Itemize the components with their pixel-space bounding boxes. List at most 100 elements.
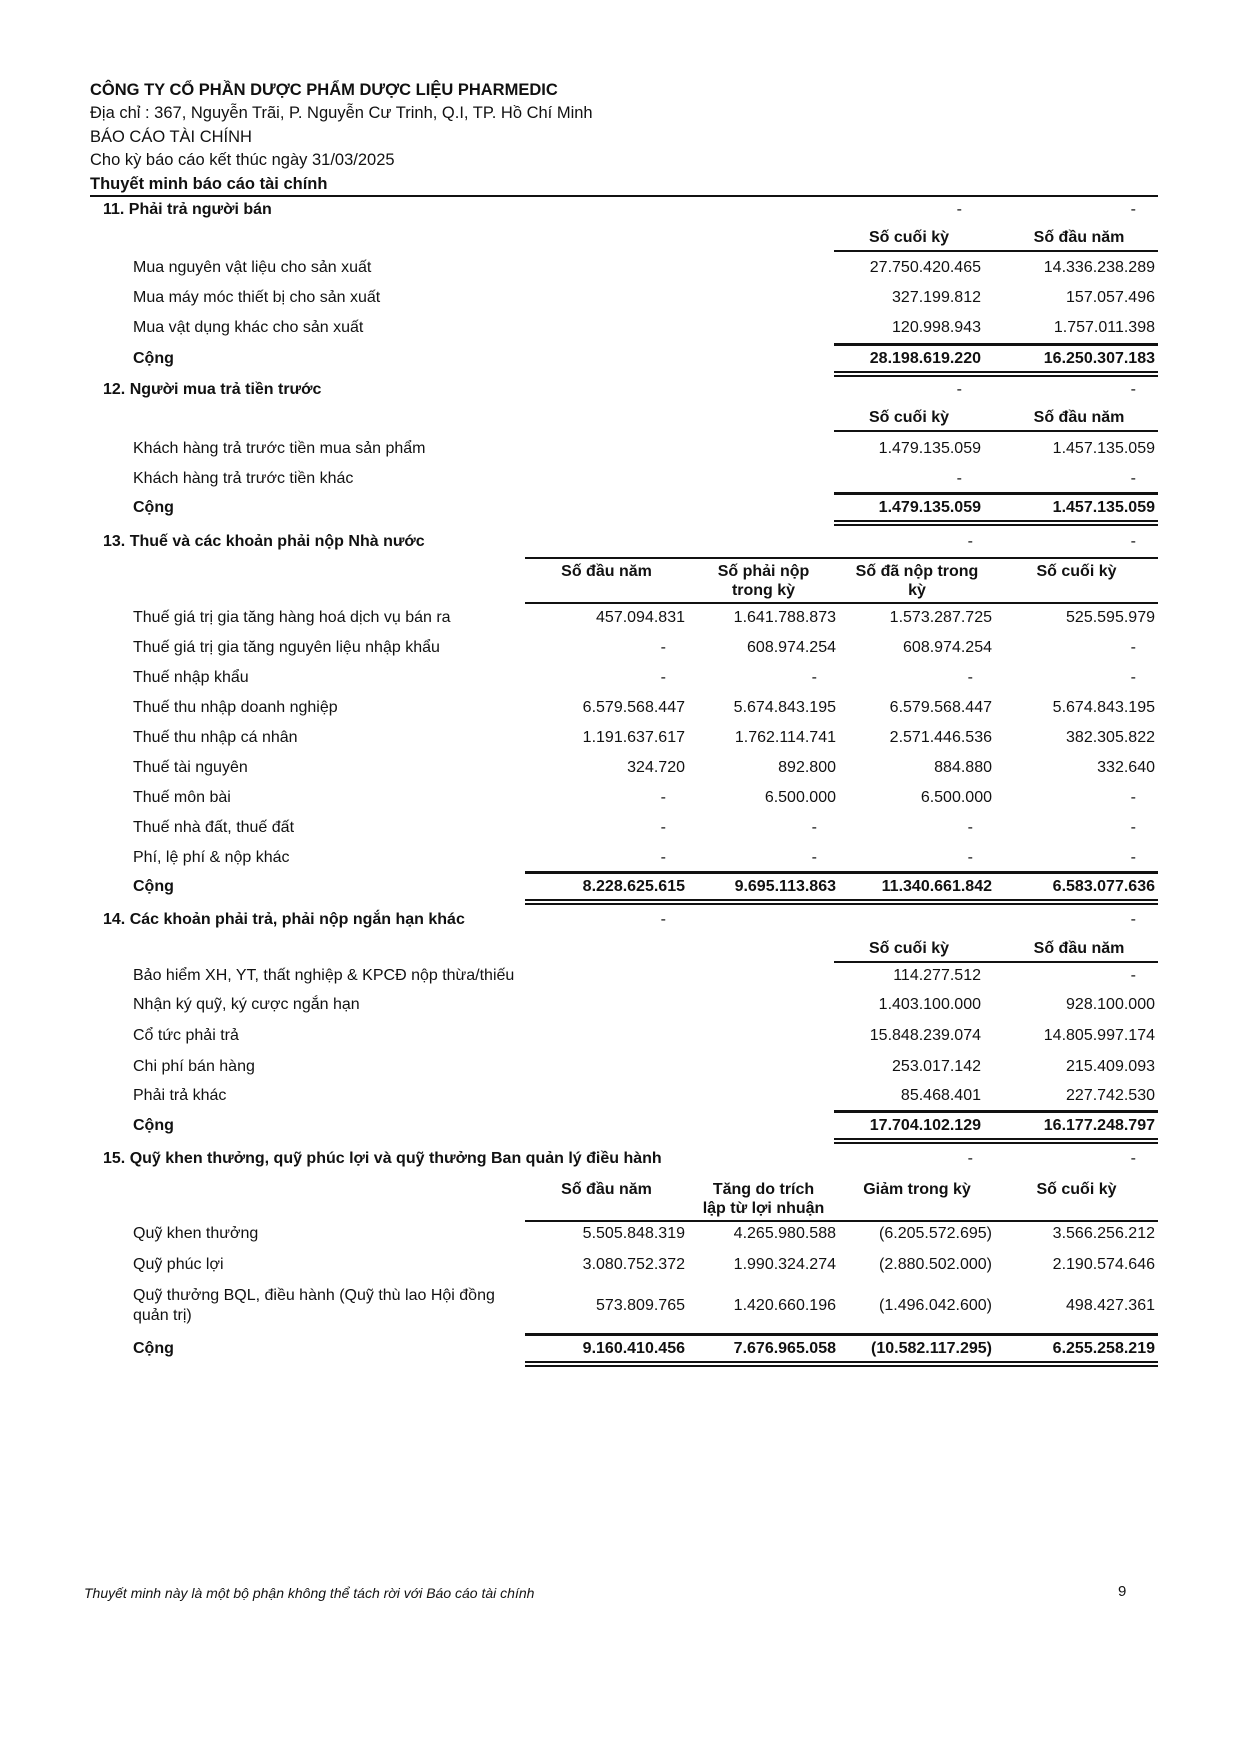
row-label: Quỹ thưởng BQL, điều hành (Quỹ thù lao H… <box>133 1287 495 1324</box>
column-header: Tăng do trích lập từ lợi nhuận <box>702 1181 825 1217</box>
total-top-rule <box>834 343 1158 346</box>
total-top-rule <box>525 871 1158 874</box>
page-number: 9 <box>1118 1583 1127 1600</box>
row-value: - <box>1130 639 1136 656</box>
row-value: 324.720 <box>627 759 685 776</box>
row-value: 1.403.100.000 <box>878 996 981 1013</box>
row-label: Bảo hiểm XH, YT, thất nghiệp & KPCĐ nộp … <box>133 967 515 984</box>
row-label: Thuế nhập khẩu <box>133 669 249 686</box>
column-header: Số phải nộp trong kỳ <box>717 563 810 599</box>
row-value: - <box>811 669 817 686</box>
heading-value: - <box>1130 1150 1136 1167</box>
row-value: - <box>967 819 973 836</box>
column-header: Số đầu năm <box>561 563 652 580</box>
total-double-rule <box>834 375 1158 377</box>
section-title: 14. Các khoản phải trả, phải nộp ngắn hạ… <box>103 911 465 928</box>
total-double-rule <box>834 520 1158 522</box>
company-name: CÔNG TY CỔ PHẦN DƯỢC PHẨM DƯỢC LIỆU PHAR… <box>90 81 558 99</box>
column-header: Số đầu năm <box>1033 940 1125 957</box>
row-label: Thuế tài nguyên <box>133 759 248 776</box>
row-value: 928.100.000 <box>1066 996 1155 1013</box>
header-underline <box>525 1220 1158 1222</box>
total-label: Cộng <box>133 1340 174 1357</box>
row-value: 6.500.000 <box>920 789 992 806</box>
row-value: 525.595.979 <box>1066 609 1155 626</box>
row-value: 1.457.135.059 <box>1052 440 1155 457</box>
notes-title: Thuyết minh báo cáo tài chính <box>90 175 328 193</box>
section-title: 11. Phải trả người bán <box>103 201 272 218</box>
total-label: Cộng <box>133 878 174 895</box>
heading-value: - <box>660 911 666 928</box>
row-value: 5.674.843.195 <box>1052 699 1155 716</box>
section-title: 15. Quỹ khen thưởng, quỹ phúc lợi và quỹ… <box>103 1150 662 1167</box>
column-header: Số đầu năm <box>1033 409 1125 426</box>
row-label: Khách hàng trả trước tiền khác <box>133 470 354 487</box>
heading-value: - <box>956 201 962 218</box>
total-double-rule <box>834 1142 1158 1144</box>
column-header: Số cuối kỳ <box>868 409 950 426</box>
total-value: 6.583.077.636 <box>1052 878 1155 895</box>
total-value: 9.695.113.863 <box>734 878 836 895</box>
row-value: - <box>660 849 666 866</box>
row-value: 884.880 <box>934 759 992 776</box>
header-rule <box>90 195 1158 197</box>
row-value: - <box>660 819 666 836</box>
total-value: 11.340.661.842 <box>881 878 992 895</box>
section-title: 12. Người mua trả tiền trước <box>103 381 322 398</box>
heading-value: - <box>1130 533 1136 550</box>
row-value: - <box>967 849 973 866</box>
row-label: Thuế thu nhập cá nhân <box>133 729 298 746</box>
row-value: - <box>1130 819 1136 836</box>
row-value: - <box>660 639 666 656</box>
row-value: 1.573.287.725 <box>889 609 992 626</box>
row-value: (2.880.502.000) <box>879 1256 992 1273</box>
row-label: Mua máy móc thiết bị cho sản xuất <box>133 289 381 306</box>
heading-value: - <box>967 533 973 550</box>
total-label: Cộng <box>133 350 174 367</box>
row-label: Thuế giá trị gia tăng hàng hoá dịch vụ b… <box>133 609 451 626</box>
column-header: Số đã nộp trong kỳ <box>855 563 979 599</box>
total-value: 7.676.965.058 <box>733 1340 836 1357</box>
row-value: - <box>1130 470 1136 487</box>
row-value: 85.468.401 <box>900 1087 981 1104</box>
row-label: Mua nguyên vật liệu cho sản xuất <box>133 259 372 276</box>
report-period: Cho kỳ báo cáo kết thúc ngày 31/03/2025 <box>90 151 395 169</box>
heading-value: - <box>956 381 962 398</box>
row-value: - <box>660 789 666 806</box>
column-header: Giảm trong kỳ <box>863 1181 971 1198</box>
column-header: Số cuối kỳ <box>1036 1181 1117 1198</box>
row-value: 3.566.256.212 <box>1052 1225 1155 1242</box>
row-value: - <box>811 819 817 836</box>
total-label: Cộng <box>133 1117 174 1134</box>
row-value: 892.800 <box>778 759 836 776</box>
row-value: 1.420.660.196 <box>733 1297 836 1314</box>
header-underline <box>525 602 1158 604</box>
row-value: - <box>956 470 962 487</box>
row-label: Quỹ khen thưởng <box>133 1225 259 1242</box>
row-value: - <box>1130 789 1136 806</box>
row-value: 2.190.574.646 <box>1052 1256 1155 1273</box>
row-value: 2.571.446.536 <box>889 729 992 746</box>
total-double-rule <box>834 371 1158 373</box>
column-header: Số cuối kỳ <box>868 229 950 246</box>
row-value: (6.205.572.695) <box>879 1225 992 1242</box>
row-value: 114.277.512 <box>893 967 981 984</box>
column-header: Số cuối kỳ <box>1036 563 1117 580</box>
total-value: 8.228.625.615 <box>582 878 685 895</box>
row-value: - <box>967 669 973 686</box>
header-underline <box>834 430 1158 432</box>
row-value: 253.017.142 <box>892 1058 981 1075</box>
company-address: Địa chỉ : 367, Nguyễn Trãi, P. Nguyễn Cư… <box>90 104 593 122</box>
total-value: 1.457.135.059 <box>1052 499 1155 516</box>
row-value: - <box>811 849 817 866</box>
header-underline <box>834 250 1158 252</box>
total-value: 16.250.307.183 <box>1043 350 1155 367</box>
total-label: Cộng <box>133 499 174 516</box>
total-double-rule <box>834 524 1158 526</box>
row-value: 1.479.135.059 <box>878 440 981 457</box>
row-value: 1.641.788.873 <box>733 609 836 626</box>
row-value: 120.998.943 <box>892 319 981 336</box>
row-value: 608.974.254 <box>903 639 992 656</box>
row-value: 5.505.848.319 <box>582 1225 685 1242</box>
row-value: 215.409.093 <box>1066 1058 1155 1075</box>
